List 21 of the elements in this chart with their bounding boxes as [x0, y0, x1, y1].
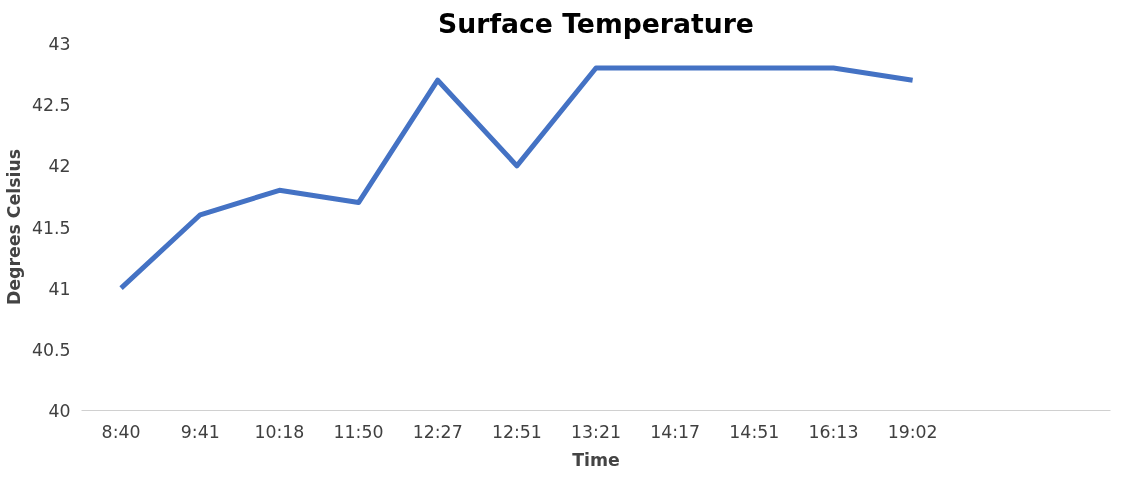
y-tick-label: 42 [48, 156, 71, 177]
x-tick-label: 10:18 [254, 421, 305, 442]
x-tick-label: 14:17 [650, 421, 701, 442]
x-axis-title: Time [572, 449, 620, 470]
x-tick-label: 11:50 [333, 421, 384, 442]
x-tick-label: 9:41 [180, 421, 220, 442]
x-tick-label: 8:40 [101, 421, 141, 442]
x-tick-label: 19:02 [887, 421, 938, 442]
y-tick-label: 42.5 [31, 95, 71, 116]
chart-title: Surface Temperature [438, 7, 754, 39]
x-tick-label: 12:51 [491, 421, 542, 442]
x-tick-label: 13:21 [571, 421, 621, 442]
y-tick-label: 40.5 [31, 339, 71, 360]
y-tick-label: 41.5 [31, 217, 71, 238]
y-axis-title: Degrees Celsius [3, 148, 24, 306]
y-tick-label: 43 [48, 34, 71, 54]
x-tick-label: 16:13 [808, 421, 859, 442]
x-tick-label: 14:51 [729, 421, 780, 442]
y-tick-label: 41 [48, 278, 71, 299]
x-tick-label: 12:27 [412, 421, 463, 442]
y-tick-label: 40 [48, 401, 71, 421]
